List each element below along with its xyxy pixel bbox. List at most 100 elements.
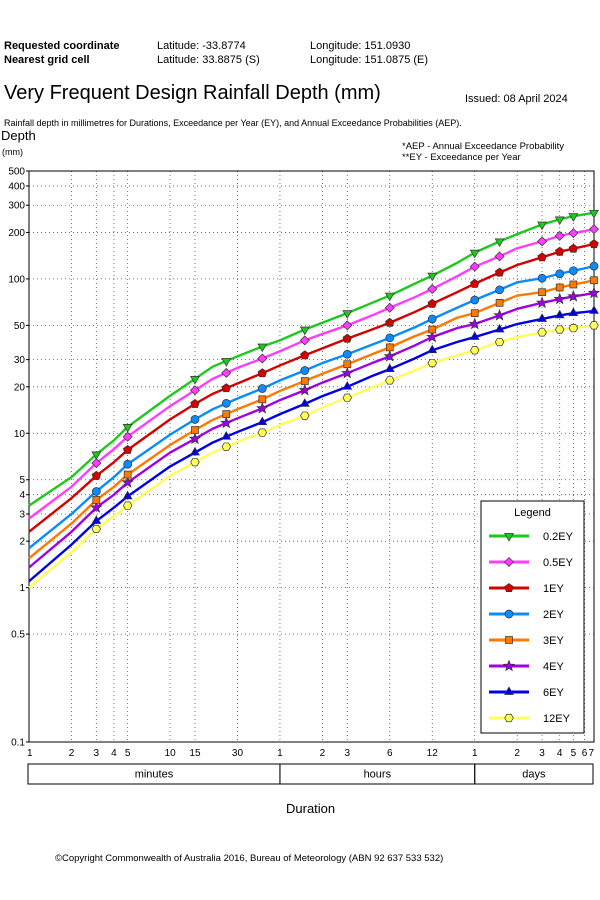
y-axis-label: Depth bbox=[1, 128, 36, 143]
data-point-4EY bbox=[256, 401, 269, 414]
data-point-4EY bbox=[553, 292, 566, 305]
ey-note: **EY - Exceedance per Year bbox=[402, 152, 521, 163]
data-point-2EY bbox=[257, 384, 267, 393]
data-point-1EY bbox=[568, 243, 579, 253]
legend-title: Legend bbox=[514, 507, 551, 519]
issued-date: Issued: 08 April 2024 bbox=[465, 93, 568, 105]
data-point-6EY bbox=[342, 381, 353, 390]
legend-entry-1EY: 1EY bbox=[543, 583, 564, 595]
data-point-0.5EY bbox=[427, 284, 438, 295]
data-point-6EY bbox=[568, 307, 579, 316]
data-point-0.5EY bbox=[494, 251, 505, 262]
data-point-0.2EY bbox=[469, 249, 480, 259]
data-point-0.5EY bbox=[384, 302, 395, 313]
legend-entry-3EY: 3EY bbox=[543, 635, 564, 647]
legend-entry-6EY: 6EY bbox=[543, 687, 564, 699]
x-tick-label: 12 bbox=[427, 748, 439, 759]
y-tick-label: 200 bbox=[8, 228, 25, 239]
data-point-0.2EY bbox=[91, 451, 102, 461]
data-point-3EY bbox=[428, 325, 437, 334]
x-tick-label: 5 bbox=[125, 748, 131, 759]
y-tick-label: 100 bbox=[8, 274, 25, 285]
y-tick-label: 400 bbox=[8, 181, 25, 192]
legend-marker-6EY bbox=[504, 686, 514, 695]
data-point-2EY bbox=[555, 269, 565, 279]
data-point-6EY bbox=[589, 305, 599, 314]
data-point-3EY bbox=[123, 470, 132, 479]
x-tick-label: 7 bbox=[588, 748, 594, 759]
data-point-4EY bbox=[341, 366, 354, 379]
data-point-6EY bbox=[221, 431, 232, 440]
legend-marker-2EY bbox=[504, 609, 514, 619]
data-point-1EY bbox=[91, 470, 102, 480]
data-point-12EY bbox=[300, 411, 310, 420]
data-point-4EY bbox=[298, 383, 311, 396]
data-point-4EY bbox=[90, 501, 103, 513]
y-tick-label: 1 bbox=[19, 583, 25, 594]
data-point-1EY bbox=[555, 246, 565, 256]
y-tick-label: 10 bbox=[14, 429, 26, 440]
data-point-2EY bbox=[537, 273, 547, 283]
data-point-0.5EY bbox=[568, 228, 579, 239]
y-tick-label: 0.5 bbox=[11, 630, 25, 641]
x-tick-label: 2 bbox=[69, 748, 75, 759]
data-point-12EY bbox=[568, 324, 579, 333]
data-point-1EY bbox=[427, 298, 437, 308]
chart-subtitle: Rainfall depth in millimetres for Durati… bbox=[4, 118, 462, 128]
data-point-2EY bbox=[427, 314, 437, 324]
x-tick-label: 3 bbox=[345, 748, 351, 759]
data-point-12EY bbox=[190, 458, 200, 467]
x-tick-label: 4 bbox=[111, 748, 117, 759]
y-tick-label: 5 bbox=[19, 475, 25, 486]
requested-coordinate-label: Requested coordinate bbox=[4, 40, 120, 52]
data-point-4EY bbox=[383, 349, 396, 362]
data-point-1EY bbox=[221, 383, 231, 393]
data-point-0.2EY bbox=[190, 376, 200, 385]
data-point-0.5EY bbox=[189, 385, 200, 396]
x-tick-label: 5 bbox=[571, 748, 577, 759]
data-point-4EY bbox=[121, 475, 134, 488]
data-point-0.5EY bbox=[342, 320, 353, 331]
x-tick-label: 2 bbox=[320, 748, 326, 759]
duration-group-label: hours bbox=[364, 769, 392, 781]
data-point-2EY bbox=[589, 261, 599, 271]
x-tick-label: 3 bbox=[539, 748, 545, 759]
x-tick-label: 30 bbox=[232, 748, 244, 759]
data-point-0.5EY bbox=[91, 458, 102, 469]
requested-longitude: Longitude: 151.0930 bbox=[310, 40, 411, 52]
data-point-4EY bbox=[188, 432, 202, 445]
data-point-3EY bbox=[92, 496, 101, 504]
y-tick-label: 20 bbox=[14, 382, 26, 393]
data-point-12EY bbox=[342, 393, 352, 402]
data-point-3EY bbox=[222, 410, 231, 418]
data-point-12EY bbox=[427, 358, 437, 368]
duration-group-label: minutes bbox=[135, 769, 174, 781]
legend-marker-12EY bbox=[504, 713, 514, 723]
data-point-3EY bbox=[470, 309, 479, 317]
legend-entry-2EY: 2EY bbox=[543, 609, 564, 621]
x-tick-label: 1 bbox=[277, 748, 283, 759]
data-point-6EY bbox=[257, 416, 268, 426]
data-point-0.5EY bbox=[537, 236, 548, 247]
data-point-12EY bbox=[257, 428, 268, 437]
data-point-12EY bbox=[554, 325, 565, 334]
legend-marker-1EY bbox=[504, 583, 514, 592]
data-point-2EY bbox=[123, 459, 132, 469]
x-tick-label: 3 bbox=[94, 748, 100, 759]
data-point-0.2EY bbox=[384, 292, 395, 302]
data-point-12EY bbox=[494, 337, 505, 347]
legend-marker-0.5EY bbox=[504, 557, 514, 567]
data-point-6EY bbox=[494, 323, 505, 333]
data-point-0.5EY bbox=[589, 224, 599, 235]
x-tick-label: 4 bbox=[557, 748, 563, 759]
nearest-grid-cell-label: Nearest grid cell bbox=[4, 54, 90, 66]
y-tick-label: 4 bbox=[19, 490, 25, 501]
legend-entry-4EY: 4EY bbox=[543, 661, 564, 673]
data-point-1EY bbox=[494, 267, 505, 277]
plot-frame bbox=[28, 170, 595, 743]
data-point-1EY bbox=[589, 239, 599, 249]
y-tick-label: 50 bbox=[14, 321, 26, 332]
data-point-1EY bbox=[537, 252, 547, 262]
nearest-latitude: Latitude: 33.8875 (S) bbox=[157, 54, 260, 66]
